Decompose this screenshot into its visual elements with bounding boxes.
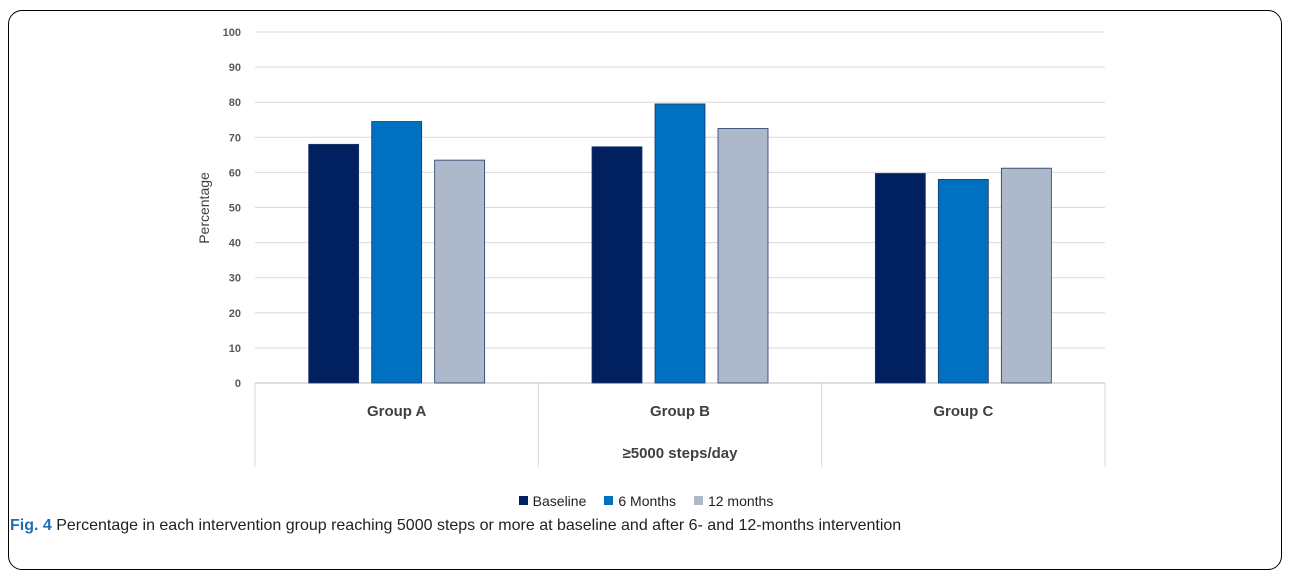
figure-caption: Fig. 4 Percentage in each intervention g… <box>10 517 1280 535</box>
legend-item: Baseline <box>518 492 587 509</box>
legend-swatch <box>518 496 528 505</box>
y-tick-label: 70 <box>229 132 241 144</box>
bar-baseline-group-c <box>874 173 926 384</box>
legend-item: 6 Months <box>604 493 676 509</box>
legend-swatch <box>693 496 703 505</box>
category-axis: Group A Group B Group C ≥5000 steps/day <box>254 383 1106 467</box>
bar-6-months-group-c <box>937 179 989 384</box>
legend-label: 6 Months <box>618 492 676 509</box>
legend: Baseline 6 Months 12 months <box>0 492 1292 509</box>
category-label: Group C <box>933 403 993 420</box>
bar-baseline-group-b <box>591 146 643 384</box>
y-tick-label: 80 <box>229 97 241 109</box>
legend-item: 12 months <box>693 492 774 509</box>
bars <box>308 103 1052 384</box>
y-tick-label: 10 <box>229 343 241 355</box>
y-tick-label: 30 <box>229 273 241 285</box>
bar-12-months-group-c <box>1000 167 1052 384</box>
y-tick-label: 60 <box>229 167 241 179</box>
category-group-label: ≥5000 steps/day <box>623 445 739 462</box>
figure-label: Fig. 4 <box>10 517 52 534</box>
y-tick-label: 50 <box>229 203 241 215</box>
caption-text: Percentage in each intervention group re… <box>51 517 902 534</box>
category-label: Group B <box>650 403 710 420</box>
y-tick-label: 100 <box>223 27 241 39</box>
bar-6-months-group-b <box>654 103 706 384</box>
y-axis-ticks: 0 10 20 30 40 50 60 70 80 90 100 <box>223 27 241 390</box>
bar-6-months-group-a <box>371 121 423 384</box>
bar-12-months-group-b <box>717 128 769 384</box>
category-label: Group A <box>367 403 427 420</box>
y-tick-label: 20 <box>229 308 241 320</box>
y-tick-label: 90 <box>229 62 241 74</box>
legend-label: 12 months <box>707 492 774 509</box>
legend-label: Baseline <box>532 492 587 509</box>
legend-swatch <box>604 496 614 505</box>
y-tick-label: 0 <box>235 378 241 390</box>
bar-chart: 0 10 20 30 40 50 60 70 80 90 100 Percentage Group … <box>196 27 1106 467</box>
y-axis-label: Percentage <box>196 172 212 244</box>
bar-baseline-group-a <box>308 143 360 384</box>
bar-12-months-group-a <box>434 159 486 384</box>
y-tick-label: 40 <box>229 238 241 250</box>
